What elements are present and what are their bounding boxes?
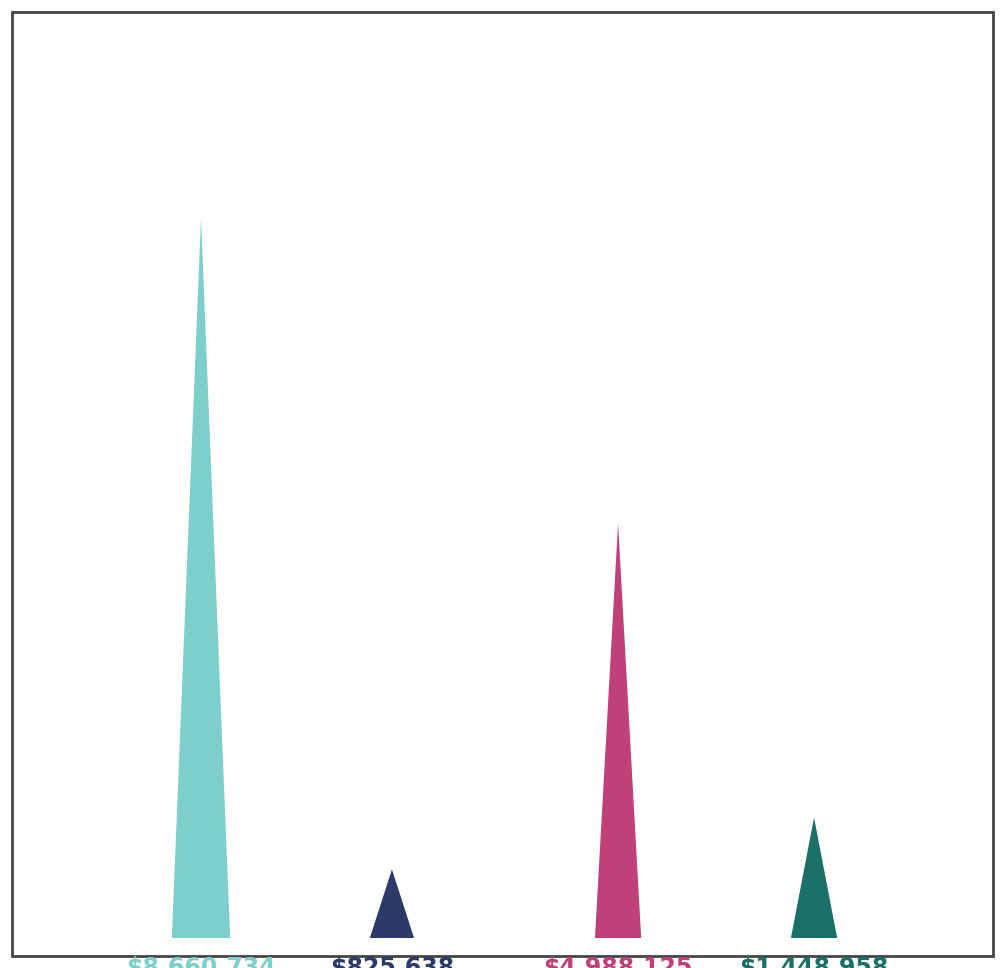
Polygon shape [172, 218, 230, 938]
Text: $825,638: $825,638 [330, 956, 454, 968]
Polygon shape [370, 869, 414, 938]
Polygon shape [595, 524, 641, 938]
Text: $8,660,734: $8,660,734 [127, 956, 275, 968]
Polygon shape [791, 818, 837, 938]
Text: $4,988,125: $4,988,125 [544, 956, 692, 968]
Text: $1,448,958: $1,448,958 [740, 956, 888, 968]
